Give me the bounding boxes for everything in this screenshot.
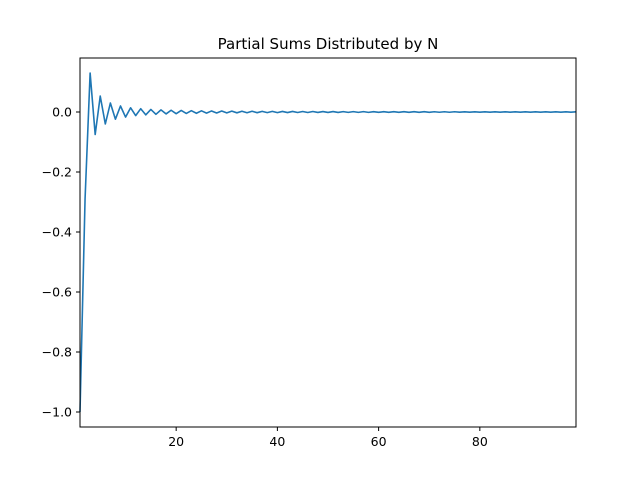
series-line-0 xyxy=(79,72,577,413)
y-tick-label: 0.0 xyxy=(52,105,72,120)
x-tick-label: 40 xyxy=(269,434,285,449)
y-tick-label: −0.8 xyxy=(42,345,72,360)
y-tick-label: −0.6 xyxy=(42,285,72,300)
x-tick-label: 60 xyxy=(371,434,387,449)
x-tick-label: 20 xyxy=(168,434,184,449)
x-tick-label: 80 xyxy=(472,434,488,449)
x-axis: 20 40 60 80 xyxy=(168,427,488,449)
plot-area xyxy=(79,72,577,413)
y-tick-label: −1.0 xyxy=(42,405,72,420)
y-axis: 0.0 −0.2 −0.4 −0.6 −0.8 −1.0 xyxy=(42,105,80,420)
chart-title: Partial Sums Distributed by N xyxy=(218,35,439,53)
y-tick-label: −0.4 xyxy=(42,225,72,240)
y-tick-label: −0.2 xyxy=(42,165,72,180)
axes-frame xyxy=(79,57,577,428)
